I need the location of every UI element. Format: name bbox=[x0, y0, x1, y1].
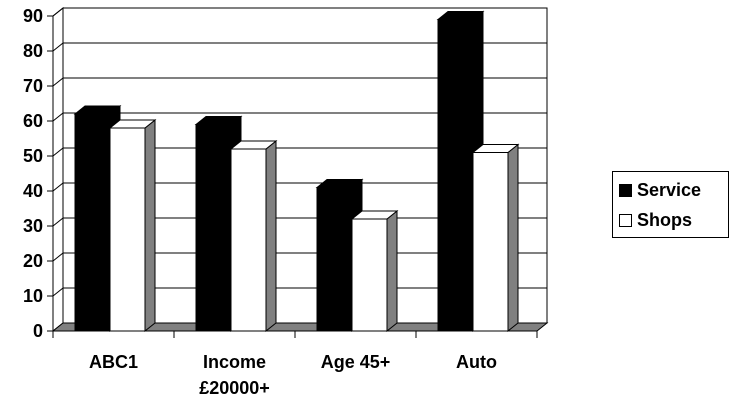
bar-service-top bbox=[315, 179, 364, 188]
bar-service-top bbox=[436, 11, 485, 20]
y-tick-label: 0 bbox=[33, 321, 43, 341]
bar-service-top bbox=[194, 116, 243, 125]
bar-service-front bbox=[316, 187, 353, 332]
bar-shops-side bbox=[144, 118, 156, 333]
bar-shops-side bbox=[386, 209, 398, 333]
y-tick-label: 60 bbox=[23, 111, 43, 131]
legend-item-service: Service bbox=[619, 178, 701, 202]
y-tick-label: 90 bbox=[23, 6, 43, 26]
bar-shops-front bbox=[230, 148, 267, 332]
y-tick-label: 10 bbox=[23, 286, 43, 306]
bar-shops-top bbox=[350, 210, 399, 220]
bar-service-front bbox=[437, 19, 474, 332]
bar-shops-front bbox=[109, 127, 146, 332]
y-axis: 0 10 20 30 40 50 60 70 80 90 bbox=[23, 6, 54, 341]
gridline-side bbox=[52, 112, 64, 122]
legend-item-shops: Shops bbox=[619, 208, 692, 232]
x-axis: ABC1 Income £20000+ Age 45+ Auto bbox=[52, 330, 538, 398]
bar-shops-side bbox=[265, 139, 277, 333]
y-tick-label: 40 bbox=[23, 181, 43, 201]
bar-shops-top bbox=[229, 140, 278, 150]
x-tick-label-line: Age 45+ bbox=[321, 352, 391, 372]
gridline-side bbox=[52, 252, 64, 262]
y-tick-label: 70 bbox=[23, 76, 43, 96]
x-tick-label-line: ABC1 bbox=[89, 352, 138, 372]
y-tick-label: 50 bbox=[23, 146, 43, 166]
x-tick-label: ABC1 bbox=[89, 352, 138, 372]
bar-service-front bbox=[74, 113, 111, 332]
x-tick-label-line: Income bbox=[203, 352, 266, 372]
bar-shops-side bbox=[507, 143, 519, 333]
gridline-side bbox=[52, 42, 64, 52]
gridline-side bbox=[52, 287, 64, 297]
bar-shops-top bbox=[108, 119, 157, 129]
bar-shops-front bbox=[351, 218, 388, 332]
x-tick-label: Age 45+ bbox=[321, 352, 391, 372]
bar-shops-top bbox=[471, 144, 520, 153]
y-tick-label: 20 bbox=[23, 251, 43, 271]
x-tick-label: Auto bbox=[456, 352, 497, 372]
gridline-side bbox=[52, 77, 64, 87]
y-tick-label: 30 bbox=[23, 216, 43, 236]
x-tick-label-line: Auto bbox=[456, 352, 497, 372]
gridline-side bbox=[52, 147, 64, 157]
legend-label-shops: Shops bbox=[637, 209, 693, 230]
bar-service-top bbox=[73, 105, 122, 115]
legend: Service Shops bbox=[612, 171, 729, 238]
side-wall bbox=[52, 6, 64, 333]
gridline-side bbox=[52, 7, 64, 17]
x-tick-label-line: £20000+ bbox=[199, 378, 270, 398]
legend-label-service: Service bbox=[637, 179, 702, 200]
x-tick-label: Income £20000+ bbox=[199, 352, 270, 398]
bars bbox=[73, 10, 520, 333]
bar-service-front bbox=[195, 124, 232, 332]
legend-swatch-shops bbox=[619, 213, 632, 227]
gridline-side bbox=[52, 182, 64, 192]
legend-swatch-service bbox=[619, 183, 632, 197]
gridline-side bbox=[52, 217, 64, 227]
y-tick-label: 80 bbox=[23, 41, 43, 61]
bar-shops-front bbox=[472, 152, 509, 332]
